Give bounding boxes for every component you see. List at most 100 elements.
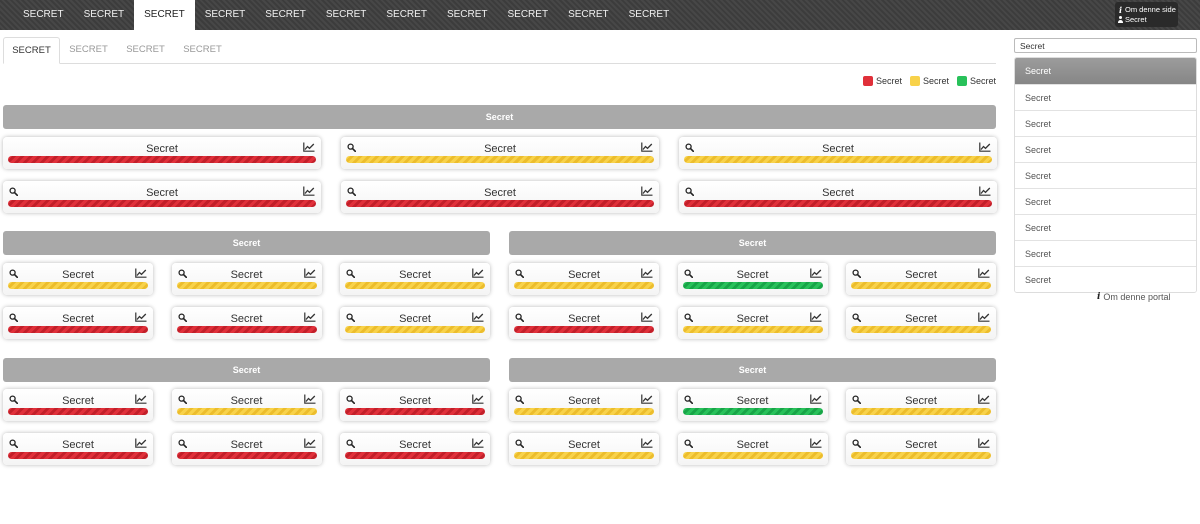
line-chart-icon[interactable] — [979, 186, 991, 196]
status-card[interactable]: Secret — [340, 389, 490, 421]
sidebar-item[interactable]: Secret — [1015, 214, 1196, 240]
search-icon[interactable] — [9, 269, 18, 278]
sidebar-item[interactable]: Secret — [1015, 188, 1196, 214]
search-icon[interactable] — [347, 187, 356, 196]
search-icon[interactable] — [346, 395, 355, 404]
line-chart-icon[interactable] — [303, 438, 316, 448]
status-card[interactable]: Secret — [171, 433, 322, 465]
line-chart-icon[interactable] — [641, 438, 653, 448]
search-icon[interactable] — [515, 313, 524, 322]
search-icon[interactable] — [347, 143, 356, 152]
status-card[interactable]: Secret — [677, 307, 828, 339]
sidebar-item[interactable]: Secret — [1015, 58, 1196, 84]
line-chart-icon[interactable] — [641, 142, 653, 152]
status-card[interactable]: Secret — [3, 307, 153, 339]
status-card[interactable]: Secret — [3, 433, 153, 465]
search-icon[interactable] — [346, 439, 355, 448]
status-card[interactable]: Secret — [679, 137, 997, 169]
nav-item[interactable]: SECRET — [265, 9, 306, 20]
status-card[interactable]: Secret — [846, 433, 996, 465]
line-chart-icon[interactable] — [303, 268, 316, 278]
line-chart-icon[interactable] — [303, 312, 316, 322]
status-card[interactable]: Secret — [3, 389, 153, 421]
line-chart-icon[interactable] — [978, 268, 990, 278]
search-icon[interactable] — [685, 187, 694, 196]
status-card[interactable]: Secret — [3, 137, 321, 169]
status-card[interactable]: Secret — [171, 389, 322, 421]
status-card[interactable]: Secret — [677, 263, 828, 295]
line-chart-icon[interactable] — [472, 268, 484, 278]
about-box[interactable]: i Om denne side Secret — [1115, 2, 1178, 27]
search-icon[interactable] — [852, 313, 861, 322]
nav-item[interactable]: SECRET — [568, 9, 609, 20]
line-chart-icon[interactable] — [472, 394, 484, 404]
line-chart-icon[interactable] — [978, 312, 990, 322]
status-card[interactable]: Secret — [3, 181, 321, 213]
search-icon[interactable] — [683, 395, 693, 404]
nav-item[interactable]: SECRET — [23, 9, 64, 20]
status-card[interactable]: Secret — [340, 433, 490, 465]
sub-tab[interactable]: SECRET — [126, 44, 165, 55]
status-card[interactable]: Secret — [677, 433, 828, 465]
about-portal-link[interactable]: i Om denne portal — [1097, 292, 1170, 302]
nav-item[interactable]: SECRET — [204, 9, 246, 20]
line-chart-icon[interactable] — [641, 394, 653, 404]
status-card[interactable]: Secret — [3, 263, 153, 295]
line-chart-icon[interactable] — [641, 186, 653, 196]
status-card[interactable]: Secret — [341, 137, 659, 169]
line-chart-icon[interactable] — [809, 268, 822, 278]
line-chart-icon[interactable] — [809, 394, 822, 404]
search-icon[interactable] — [346, 269, 355, 278]
about-page-link[interactable]: Om denne side — [1125, 5, 1176, 14]
line-chart-icon[interactable] — [979, 142, 991, 152]
nav-item[interactable]: SECRET — [325, 9, 367, 20]
status-card[interactable]: Secret — [509, 307, 659, 339]
line-chart-icon[interactable] — [135, 312, 147, 322]
search-icon[interactable] — [9, 439, 18, 448]
sidebar-item[interactable]: Secret — [1015, 136, 1196, 162]
sub-tab[interactable]: SECRET — [183, 44, 222, 55]
nav-item[interactable]: SECRET — [446, 9, 488, 20]
sidebar-item[interactable]: Secret — [1015, 110, 1196, 136]
search-icon[interactable] — [685, 143, 694, 152]
line-chart-icon[interactable] — [472, 438, 484, 448]
status-card[interactable]: Secret — [340, 263, 490, 295]
status-card[interactable]: Secret — [340, 307, 490, 339]
search-icon[interactable] — [9, 187, 18, 196]
sidebar-item[interactable]: Secret — [1015, 162, 1196, 188]
status-card[interactable]: Secret — [679, 181, 997, 213]
search-icon[interactable] — [9, 395, 18, 404]
sub-tab[interactable]: SECRET — [3, 37, 60, 64]
sidebar-item[interactable]: Secret — [1015, 84, 1196, 110]
line-chart-icon[interactable] — [303, 186, 315, 196]
nav-item[interactable]: SECRET — [83, 9, 125, 20]
status-card[interactable]: Secret — [677, 389, 828, 421]
search-icon[interactable] — [9, 313, 18, 322]
line-chart-icon[interactable] — [135, 268, 147, 278]
search-icon[interactable] — [683, 439, 693, 448]
status-card[interactable]: Secret — [509, 389, 659, 421]
status-card[interactable]: Secret — [171, 263, 322, 295]
line-chart-icon[interactable] — [809, 438, 822, 448]
search-icon[interactable] — [177, 269, 187, 278]
search-icon[interactable] — [683, 269, 693, 278]
line-chart-icon[interactable] — [303, 142, 315, 152]
nav-item[interactable]: SECRET — [628, 9, 670, 20]
search-icon[interactable] — [683, 313, 693, 322]
nav-item[interactable]: SECRET — [134, 0, 195, 30]
search-icon[interactable] — [515, 269, 524, 278]
nav-item[interactable]: SECRET — [507, 9, 549, 20]
sidebar-item[interactable]: Secret — [1015, 266, 1196, 292]
line-chart-icon[interactable] — [303, 394, 316, 404]
user-name[interactable]: Secret — [1125, 15, 1147, 24]
status-card[interactable]: Secret — [846, 389, 996, 421]
line-chart-icon[interactable] — [978, 438, 990, 448]
status-card[interactable]: Secret — [846, 263, 996, 295]
sub-tab[interactable]: SECRET — [69, 44, 108, 55]
line-chart-icon[interactable] — [978, 394, 990, 404]
status-card[interactable]: Secret — [846, 307, 996, 339]
status-card[interactable]: Secret — [171, 307, 322, 339]
status-card[interactable]: Secret — [509, 433, 659, 465]
status-card[interactable]: Secret — [509, 263, 659, 295]
line-chart-icon[interactable] — [641, 268, 653, 278]
